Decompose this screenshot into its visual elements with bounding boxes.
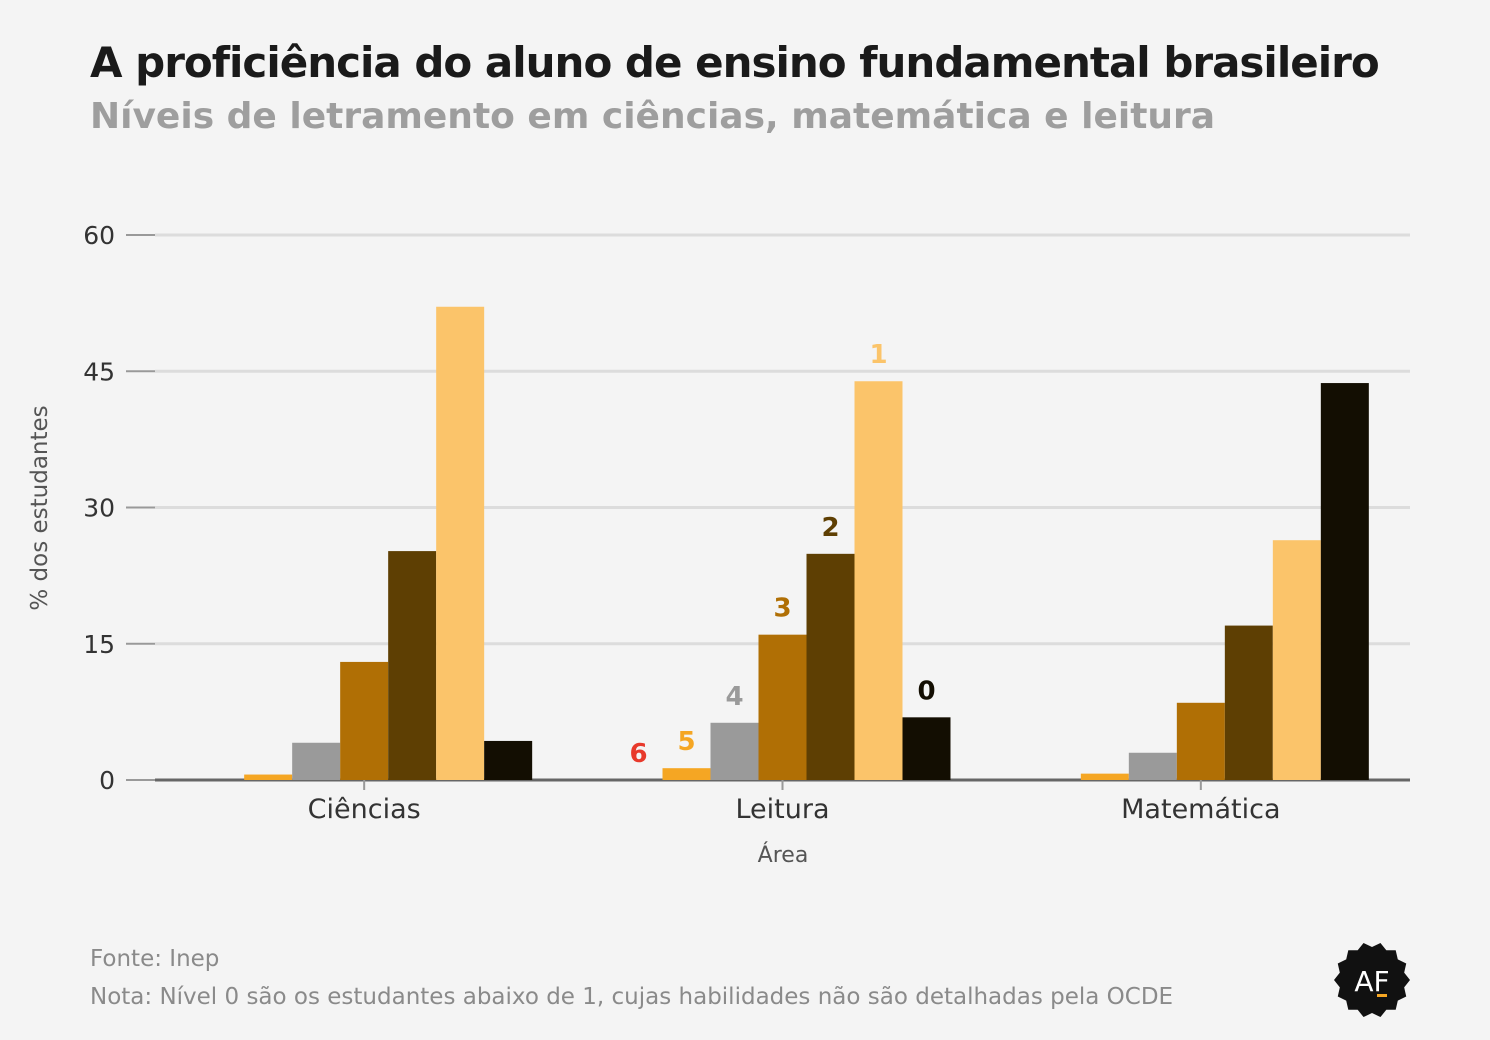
bars	[244, 306, 1369, 780]
series-label-5: 5	[677, 727, 695, 757]
bar-ciências-level-0	[484, 740, 533, 780]
bar-ciências-level-3	[340, 661, 389, 780]
series-label-3: 3	[773, 594, 791, 624]
bar-ciências-level-5	[244, 774, 293, 780]
series-label-0: 0	[917, 676, 935, 706]
chart-title: A proficiência do aluno de ensino fundam…	[90, 38, 1380, 87]
x-axis-ticks: Ciências Leitura Matemática	[308, 780, 1281, 825]
bar-ciências-level-4	[292, 742, 341, 780]
bar-matemática-level-3	[1176, 702, 1225, 780]
footnote: Nota: Nível 0 são os estudantes abaixo d…	[90, 984, 1174, 1010]
bar-leitura-level-4	[710, 722, 759, 780]
y-axis-label: % dos estudantes	[27, 405, 53, 610]
grid-lines	[155, 233, 1410, 646]
y-tick-label: 60	[83, 221, 115, 250]
series-label-1: 1	[869, 340, 887, 370]
bar-leitura-level-5	[662, 768, 711, 780]
logo-text: AF	[1354, 965, 1389, 998]
y-tick-label: 15	[83, 630, 115, 659]
bar-leitura-level-0	[902, 717, 951, 780]
y-tick-label: 45	[83, 357, 115, 386]
bar-ciências-level-2	[388, 551, 437, 780]
bar-matemática-level-5	[1080, 773, 1129, 780]
bar-leitura-level-1	[854, 381, 903, 780]
source-note: Fonte: Inep	[90, 946, 220, 972]
bar-leitura-level-3	[758, 634, 807, 780]
y-tick-label: 30	[83, 494, 115, 523]
series-label-6: 6	[629, 739, 647, 769]
x-tick-label: Matemática	[1121, 794, 1280, 825]
x-tick-label: Leitura	[735, 794, 829, 825]
logo-seal-shape	[1334, 942, 1410, 1018]
x-tick-label: Ciências	[308, 794, 421, 825]
bar-matemática-level-4	[1128, 752, 1177, 780]
bar-matemática-level-0	[1320, 383, 1369, 780]
series-label-4: 4	[725, 682, 743, 712]
bar-matemática-level-1	[1272, 540, 1321, 780]
logo-accent	[1377, 994, 1387, 997]
series-label-2: 2	[821, 513, 839, 543]
bar-leitura-level-2	[806, 553, 855, 780]
chart-subtitle: Níveis de letramento em ciências, matemá…	[90, 96, 1216, 137]
bar-matemática-level-2	[1224, 625, 1273, 780]
af-seal-logo: AF	[1334, 942, 1410, 1018]
bar-ciências-level-1	[436, 306, 485, 780]
series-annotations: 6 54 3 2 1 0	[629, 340, 935, 769]
x-axis-label: Área	[758, 842, 809, 868]
y-tick-label: 0	[99, 766, 115, 795]
